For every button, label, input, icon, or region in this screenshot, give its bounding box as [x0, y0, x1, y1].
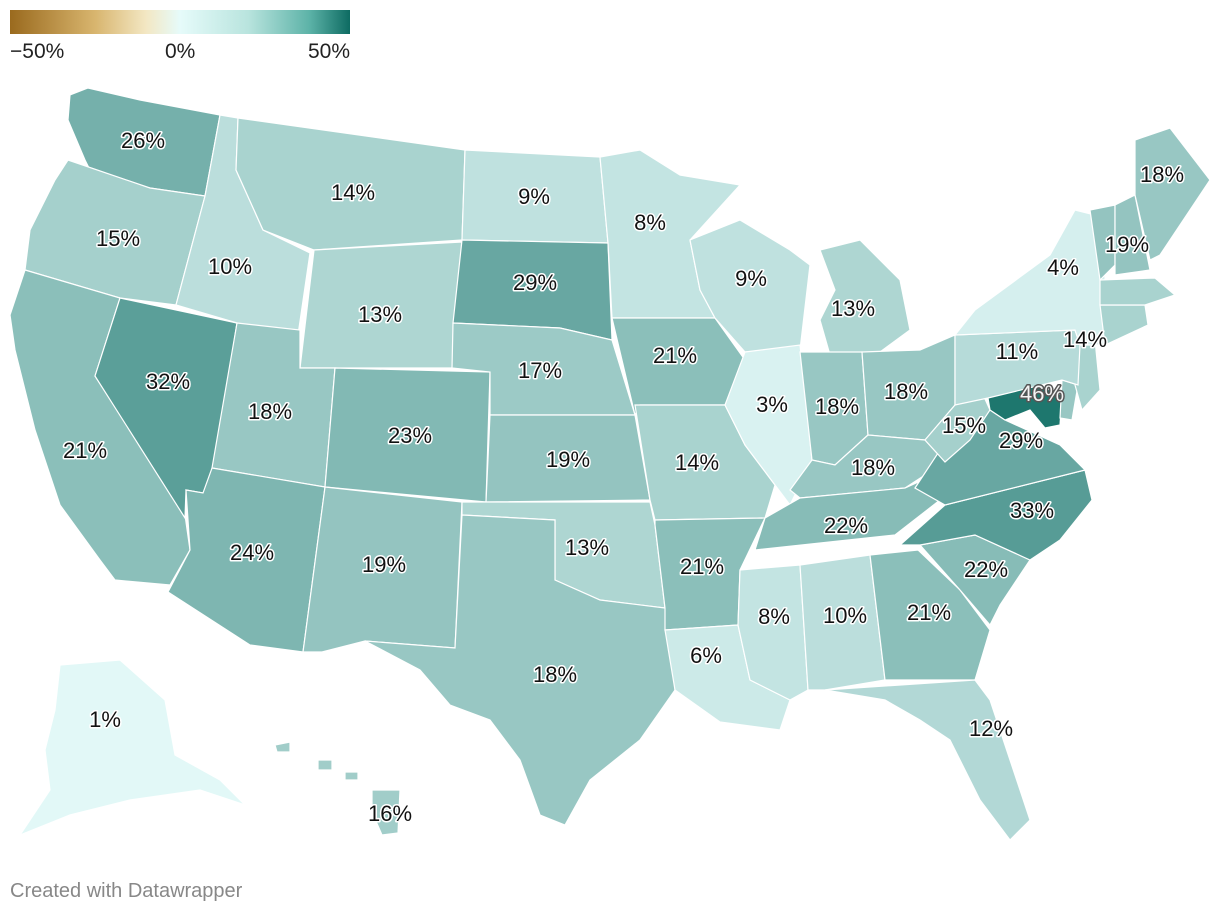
- state-value-label-ny: 4%: [1047, 255, 1079, 280]
- state-value-label-wa: 26%: [121, 128, 165, 153]
- state-value-label-ca: 21%: [63, 438, 107, 463]
- state-value-label-ar: 21%: [680, 554, 724, 579]
- state-value-label-ak: 1%: [89, 707, 121, 732]
- state-value-label-al: 10%: [823, 603, 867, 628]
- state-value-label-il: 3%: [756, 392, 788, 417]
- state-value-label-la: 6%: [690, 643, 722, 668]
- state-value-label-az: 24%: [230, 540, 274, 565]
- state-value-label-nm: 19%: [362, 552, 406, 577]
- state-value-label-md: 46%: [1020, 381, 1064, 406]
- state-value-label-tn: 22%: [824, 513, 868, 538]
- credit-text: Created with Datawrapper: [10, 880, 243, 902]
- state-value-label-in: 18%: [815, 394, 859, 419]
- state-ak[interactable]: [18, 659, 246, 837]
- state-ny[interactable]: [953, 209, 1106, 346]
- legend-color-bar: [10, 10, 350, 34]
- state-value-label-ms: 8%: [758, 604, 790, 629]
- legend-mid-label: 0%: [165, 40, 196, 63]
- state-value-label-nv: 32%: [146, 369, 190, 394]
- state-value-label-ok: 13%: [565, 535, 609, 560]
- state-ma[interactable]: [1099, 277, 1177, 306]
- state-value-label-mo: 14%: [675, 450, 719, 475]
- state-value-label-wv: 15%: [942, 413, 986, 438]
- state-value-label-hi: 16%: [368, 801, 412, 826]
- state-value-label-ga: 21%: [907, 600, 951, 625]
- state-value-label-ut: 18%: [248, 399, 292, 424]
- state-value-label-pa: 11%: [996, 339, 1038, 364]
- state-value-label-wi: 9%: [735, 266, 767, 291]
- color-legend: −50% 0% 50%: [10, 10, 350, 63]
- state-value-label-ct: 14%: [1063, 327, 1107, 352]
- state-value-label-ia: 21%: [653, 343, 697, 368]
- state-value-label-ne: 17%: [518, 358, 562, 383]
- state-al[interactable]: [799, 554, 886, 691]
- state-value-label-sd: 29%: [513, 270, 557, 295]
- state-value-label-va: 29%: [999, 428, 1043, 453]
- state-value-label-oh: 18%: [884, 379, 928, 404]
- legend-min-label: −50%: [10, 40, 65, 63]
- state-value-label-ks: 19%: [546, 447, 590, 472]
- state-fl[interactable]: [824, 679, 1031, 841]
- state-value-label-ky: 18%: [851, 455, 895, 480]
- state-nh[interactable]: [1114, 194, 1151, 276]
- state-ct[interactable]: [1099, 304, 1149, 346]
- state-value-label-id: 10%: [208, 254, 252, 279]
- state-value-label-nc: 33%: [1010, 498, 1054, 523]
- state-value-label-or: 15%: [96, 226, 140, 251]
- state-value-label-co: 23%: [388, 423, 432, 448]
- state-value-label-nh: 19%: [1105, 232, 1149, 257]
- state-value-label-tx: 18%: [533, 662, 577, 687]
- state-value-label-mt: 14%: [331, 180, 375, 205]
- state-value-label-me: 18%: [1140, 162, 1184, 187]
- state-value-label-mi: 13%: [831, 296, 875, 321]
- state-value-label-mn: 8%: [634, 210, 666, 235]
- state-value-label-sc: 22%: [964, 557, 1008, 582]
- state-me[interactable]: [1134, 127, 1211, 261]
- state-value-label-wy: 13%: [358, 302, 402, 327]
- state-tx[interactable]: [364, 514, 676, 826]
- state-hi[interactable]: [274, 741, 401, 836]
- legend-max-label: 50%: [307, 40, 350, 63]
- state-value-label-nd: 9%: [518, 184, 550, 209]
- state-value-label-fl: 12%: [969, 716, 1013, 741]
- state-ga[interactable]: [869, 549, 991, 681]
